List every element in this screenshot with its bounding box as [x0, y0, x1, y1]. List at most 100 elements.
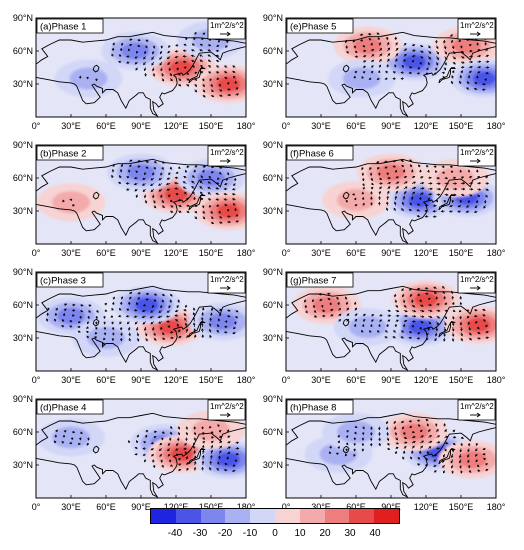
x-tick-label: 90°E: [381, 502, 401, 512]
x-tick-label: 90°E: [131, 248, 151, 258]
coastline: [342, 445, 350, 454]
colorbar-label: 0: [272, 528, 278, 539]
coastline: [92, 64, 100, 73]
panel-label-box: [286, 145, 354, 161]
negative-anomaly: [52, 426, 90, 449]
y-tick-label: 90°N: [13, 13, 33, 23]
colorbar-segment: [299, 509, 325, 523]
x-tick-label: 120°E: [414, 248, 439, 258]
y-tick-label: 90°N: [263, 394, 283, 404]
x-tick-label: 0°: [32, 121, 41, 131]
x-tick-label: 90°E: [131, 375, 151, 385]
negative-anomaly: [135, 298, 159, 312]
y-tick-label: 30°N: [13, 79, 33, 89]
coastline: [188, 193, 206, 211]
x-tick-label: 180°: [237, 502, 256, 512]
colorbar-segment: [274, 509, 300, 523]
x-tick-label: 150°E: [199, 502, 224, 512]
x-tick-label: 30°E: [311, 375, 331, 385]
x-tick-label: 60°E: [346, 502, 366, 512]
map-panel: (e)Phase 5 1m^2/s^2 90°N 60°N 30°N 0° 30°E 60°E…: [263, 13, 506, 131]
x-tick-label: 180°: [487, 502, 506, 512]
colorbar-label: 20: [319, 528, 331, 539]
colorbar-segment: [151, 509, 176, 523]
panel-label-box: [36, 18, 104, 34]
colorbar-label: -10: [242, 528, 258, 539]
colorbar-segment: [200, 509, 226, 523]
x-tick-label: 150°E: [199, 248, 224, 258]
positive-anomaly: [458, 451, 487, 468]
x-tick-label: 30°E: [61, 248, 81, 258]
y-tick-label: 30°N: [263, 206, 283, 216]
x-tick-label: 150°E: [449, 121, 474, 131]
x-tick-label: 0°: [282, 248, 291, 258]
y-tick-label: 90°N: [263, 267, 283, 277]
x-tick-label: 90°E: [381, 121, 401, 131]
colorbar-segment: [175, 509, 201, 523]
panel-label: (b)Phase 2: [40, 149, 86, 160]
coastline: [36, 31, 246, 117]
reference-vector-box: [207, 145, 246, 167]
y-tick-label: 60°N: [13, 173, 33, 183]
coastline: [36, 158, 246, 244]
x-tick-label: 60°E: [96, 121, 116, 131]
coastline: [286, 31, 496, 117]
y-tick-label: 60°N: [263, 173, 283, 183]
x-tick-label: 30°E: [311, 248, 331, 258]
x-tick-label: 30°E: [61, 502, 81, 512]
y-tick-label: 90°N: [263, 140, 283, 150]
panel-label: (e)Phase 5: [290, 22, 336, 33]
reference-vector-label: 1m^2/s^2: [210, 275, 244, 284]
colorbar-segment: [349, 509, 375, 523]
negative-anomaly: [127, 164, 155, 181]
panel-label-box: [286, 399, 354, 415]
panel-label: (f)Phase 6: [290, 149, 334, 160]
x-tick-label: 90°E: [381, 375, 401, 385]
y-tick-label: 30°N: [13, 333, 33, 343]
x-tick-label: 0°: [282, 502, 291, 512]
negative-anomaly: [402, 55, 426, 69]
x-tick-label: 150°E: [199, 375, 224, 385]
x-tick-label: 180°: [487, 121, 506, 131]
coastline: [36, 412, 246, 498]
y-tick-label: 60°N: [263, 300, 283, 310]
colorbar: [150, 508, 400, 524]
map-panel: (c)Phase 3 1m^2/s^2 90°N 60°N 30°N 0° 30°E 60°E…: [13, 267, 256, 385]
x-tick-label: 120°E: [164, 502, 189, 512]
x-tick-label: 90°E: [131, 121, 151, 131]
reference-vector-label: 1m^2/s^2: [210, 402, 244, 411]
x-tick-label: 120°E: [414, 375, 439, 385]
y-tick-label: 30°N: [263, 333, 283, 343]
colorbar-label: 10: [294, 528, 306, 539]
y-tick-label: 90°N: [13, 140, 33, 150]
x-tick-label: 180°: [237, 121, 256, 131]
map-panel: (a)Phase 1 1m^2/s^2 90°N 60°N 30°N 0° 30°E 60°E…: [13, 13, 256, 131]
colorbar-label: -30: [192, 528, 208, 539]
positive-anomaly: [170, 60, 194, 75]
panel-label-box: [286, 272, 354, 288]
x-tick-label: 0°: [32, 502, 41, 512]
reference-vector-box: [457, 145, 496, 167]
colorbar-segment: [324, 509, 350, 523]
y-tick-label: 90°N: [13, 394, 33, 404]
coastline: [342, 191, 350, 200]
x-tick-label: 0°: [282, 121, 291, 131]
colorbar-label: 40: [369, 528, 381, 539]
coastline: [286, 412, 496, 498]
y-tick-label: 60°N: [13, 300, 33, 310]
reference-vector-label: 1m^2/s^2: [210, 21, 244, 30]
coastline: [188, 66, 206, 84]
colorbar-label: -20: [217, 528, 233, 539]
y-tick-label: 30°N: [13, 206, 33, 216]
x-tick-label: 150°E: [449, 502, 474, 512]
colorbar-segment: [225, 509, 251, 523]
x-tick-label: 180°: [487, 375, 506, 385]
coastline: [342, 318, 350, 327]
x-tick-label: 30°E: [311, 502, 331, 512]
x-tick-label: 30°E: [61, 121, 81, 131]
colorbar-label: 30: [344, 528, 356, 539]
positive-anomaly: [164, 187, 188, 202]
map-panel: (h)Phase 8 1m^2/s^2 90°N 60°N 30°N 0° 30°E 60°E…: [263, 394, 506, 512]
negative-anomaly: [87, 327, 125, 349]
colorbar-segment: [374, 509, 399, 523]
